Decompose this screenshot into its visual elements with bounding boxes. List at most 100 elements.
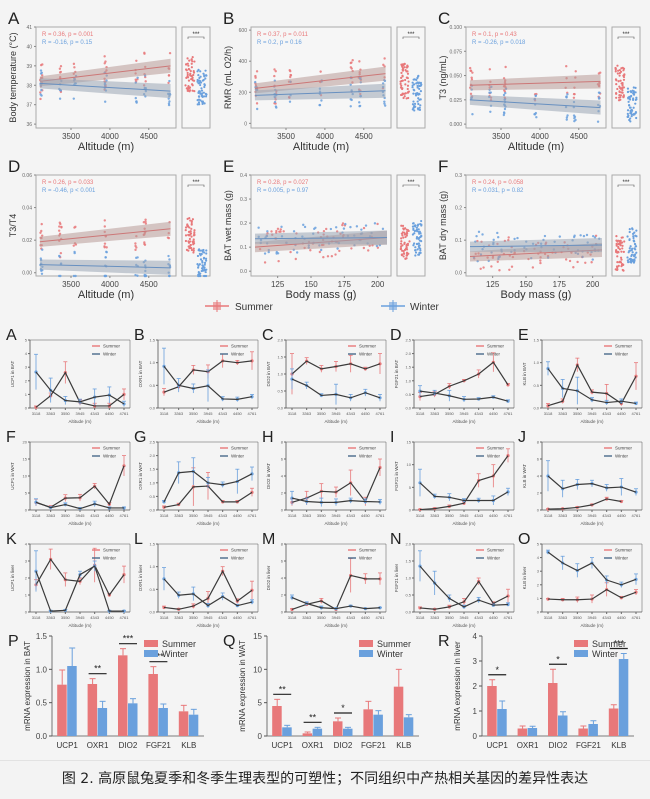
strip-point [202, 256, 206, 260]
data-point [508, 268, 511, 271]
data-point [330, 254, 334, 258]
y-tick-label: 0 [409, 508, 412, 513]
strip-point [204, 95, 208, 98]
strip-point [626, 112, 629, 115]
strip-point [631, 259, 634, 263]
strip-point [412, 244, 415, 247]
strip-point [400, 71, 403, 74]
significance-stars: ** [309, 712, 317, 722]
data-point [292, 230, 296, 233]
data-point [59, 70, 63, 74]
strip-point [401, 234, 404, 237]
strip-point [196, 103, 199, 106]
strip-point [617, 80, 620, 83]
strip-point [402, 236, 405, 239]
strip-point [400, 84, 403, 87]
data-point [566, 114, 569, 117]
y-tick-label: 39 [26, 64, 32, 70]
x-tick-label: 4343 [602, 615, 612, 620]
mini-legend-winter-label: Winter [487, 454, 501, 459]
data-point [475, 234, 478, 238]
y-tick-label: 0.050 [449, 74, 462, 80]
strip-point [186, 57, 189, 60]
y-tick-label: 0.075 [449, 49, 462, 55]
x-tick-label: 3945 [332, 411, 342, 416]
strip-point [185, 87, 188, 90]
data-point [277, 259, 280, 263]
strip-point [186, 224, 189, 227]
fit-line-winter [39, 264, 171, 269]
data-point [350, 61, 353, 64]
y-tick-label: 36 [26, 122, 32, 128]
strip-point [402, 228, 405, 231]
data-point [383, 57, 386, 60]
strip-point [616, 64, 619, 67]
significance-stars: *** [407, 180, 415, 186]
y-tick-label: 10 [407, 462, 412, 467]
data-point [166, 236, 170, 239]
panel-label-G: G [134, 429, 146, 446]
strip-point [204, 77, 207, 80]
bar-legend-summer-label: Summer [592, 639, 626, 649]
strip-point [615, 79, 618, 82]
strip-point [632, 239, 635, 243]
x-tick-label: 3118 [32, 615, 41, 620]
strip-point [417, 228, 420, 231]
y-tick-label: 0.5 [149, 587, 155, 592]
data-point [40, 88, 43, 92]
data-point [41, 248, 44, 251]
x-tick-label: 4761 [248, 411, 258, 416]
strip-point [399, 242, 403, 245]
strip-point [411, 86, 414, 89]
y-tick-label: 4 [537, 555, 540, 560]
x-tick-label: 3550 [445, 513, 455, 518]
data-point [103, 219, 106, 222]
series-line-winter [35, 501, 124, 510]
bar-legend-winter-label: Winter [162, 649, 188, 659]
x-tick-label: 4500 [140, 280, 158, 289]
strip-point [617, 243, 620, 246]
strip-point [190, 219, 193, 223]
bar-summer [57, 684, 67, 736]
data-point [40, 269, 43, 272]
mini-legend-summer-label: Summer [615, 446, 633, 451]
y-tick-label: 10 [23, 474, 28, 479]
y-tick-label: 1.5 [36, 632, 48, 641]
x-tick-label: 4343 [90, 411, 100, 416]
strip-point [632, 86, 635, 89]
data-point [318, 103, 321, 107]
strip-point [414, 254, 417, 257]
data-point [565, 116, 569, 119]
x-tick-label: 4761 [248, 513, 258, 518]
x-tick-label: 3550 [189, 411, 199, 416]
strip-point [634, 91, 637, 94]
data-point [468, 66, 472, 70]
strip-point [622, 75, 626, 79]
data-point [40, 234, 44, 237]
data-point [488, 68, 492, 71]
data-point [498, 269, 501, 272]
y-tick-label: 0.2 [455, 206, 462, 212]
series-line-summer [291, 574, 380, 611]
strip-point [401, 249, 404, 252]
x-tick-label: 4343 [218, 513, 228, 518]
strip-point [416, 81, 419, 84]
data-point [585, 233, 589, 237]
data-point [496, 260, 499, 263]
data-point [558, 235, 562, 238]
y-tick-label: 0.0 [405, 406, 411, 411]
strip-point [203, 263, 206, 266]
strip-point [406, 72, 410, 75]
data-point [58, 97, 62, 100]
strip-point [618, 74, 621, 77]
strip-point [415, 226, 419, 229]
significance-stars: *** [192, 32, 200, 38]
panel-label-D: D [390, 327, 402, 344]
strip-point [617, 245, 620, 249]
mini-legend-winter-label: Winter [103, 454, 117, 459]
strip-point [185, 69, 188, 72]
series-line-summer [547, 498, 622, 510]
strip-point [626, 109, 630, 112]
strip-point [405, 230, 409, 234]
bar-summer [517, 728, 528, 736]
